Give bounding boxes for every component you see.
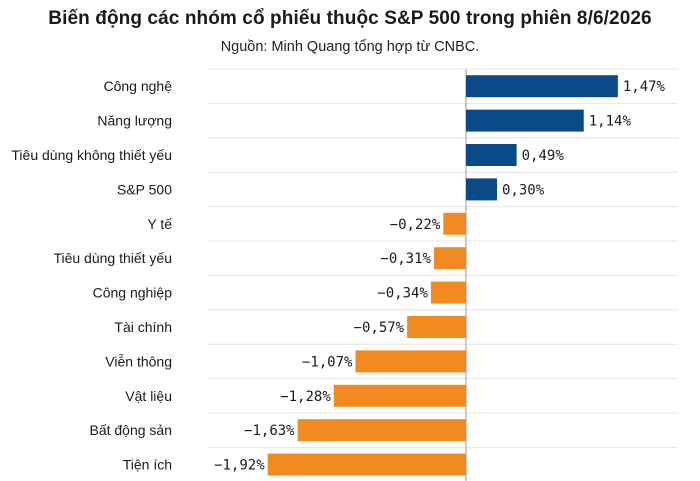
bar-10 bbox=[333, 384, 466, 407]
value-label: −1,07% bbox=[302, 354, 353, 370]
category-label: Công nghiệp bbox=[93, 285, 173, 301]
category-label: Năng lượng bbox=[97, 113, 172, 129]
bar-7 bbox=[430, 281, 466, 304]
bar-5 bbox=[443, 212, 466, 235]
bar-4 bbox=[466, 178, 497, 201]
bar-2 bbox=[466, 109, 584, 132]
bar-3 bbox=[466, 144, 517, 166]
value-label: −1,63% bbox=[244, 423, 295, 439]
value-label: −0,34% bbox=[377, 286, 428, 302]
value-label: 0,49% bbox=[522, 148, 565, 164]
chart-title: Biến động các nhóm cổ phiếu thuộc S&P 50… bbox=[48, 8, 652, 29]
category-label: Tiêu dùng không thiết yếu bbox=[11, 147, 172, 163]
bar-8 bbox=[407, 316, 466, 338]
value-label: 1,14% bbox=[589, 114, 632, 130]
category-label: Vật liệu bbox=[125, 388, 172, 404]
value-label: 0,30% bbox=[502, 182, 545, 198]
value-label: −0,22% bbox=[390, 217, 441, 233]
category-label: Tiêu dùng thiết yếu bbox=[53, 250, 172, 266]
category-label: Tài chính bbox=[114, 319, 172, 335]
bar-11 bbox=[297, 419, 466, 442]
chart-subtitle: Nguồn: Minh Quang tổng hợp từ CNBC. bbox=[220, 39, 480, 55]
category-label: Công nghệ bbox=[103, 78, 172, 94]
category-label: S&P 500 bbox=[117, 181, 172, 197]
value-label: −0,31% bbox=[380, 251, 431, 267]
category-label: Bất động sản bbox=[89, 422, 172, 438]
category-label: Viễn thông bbox=[105, 353, 172, 369]
bar-9 bbox=[355, 350, 466, 373]
category-label: Tiện ích bbox=[123, 457, 172, 473]
bar-1 bbox=[466, 75, 618, 98]
category-label: Y tế bbox=[147, 216, 172, 232]
value-label: 1,47% bbox=[623, 79, 666, 95]
value-label: −1,92% bbox=[214, 458, 265, 474]
value-label: −0,57% bbox=[354, 320, 405, 336]
bar-6 bbox=[433, 247, 466, 270]
bar-12 bbox=[267, 453, 466, 476]
value-label: −1,28% bbox=[280, 389, 331, 405]
